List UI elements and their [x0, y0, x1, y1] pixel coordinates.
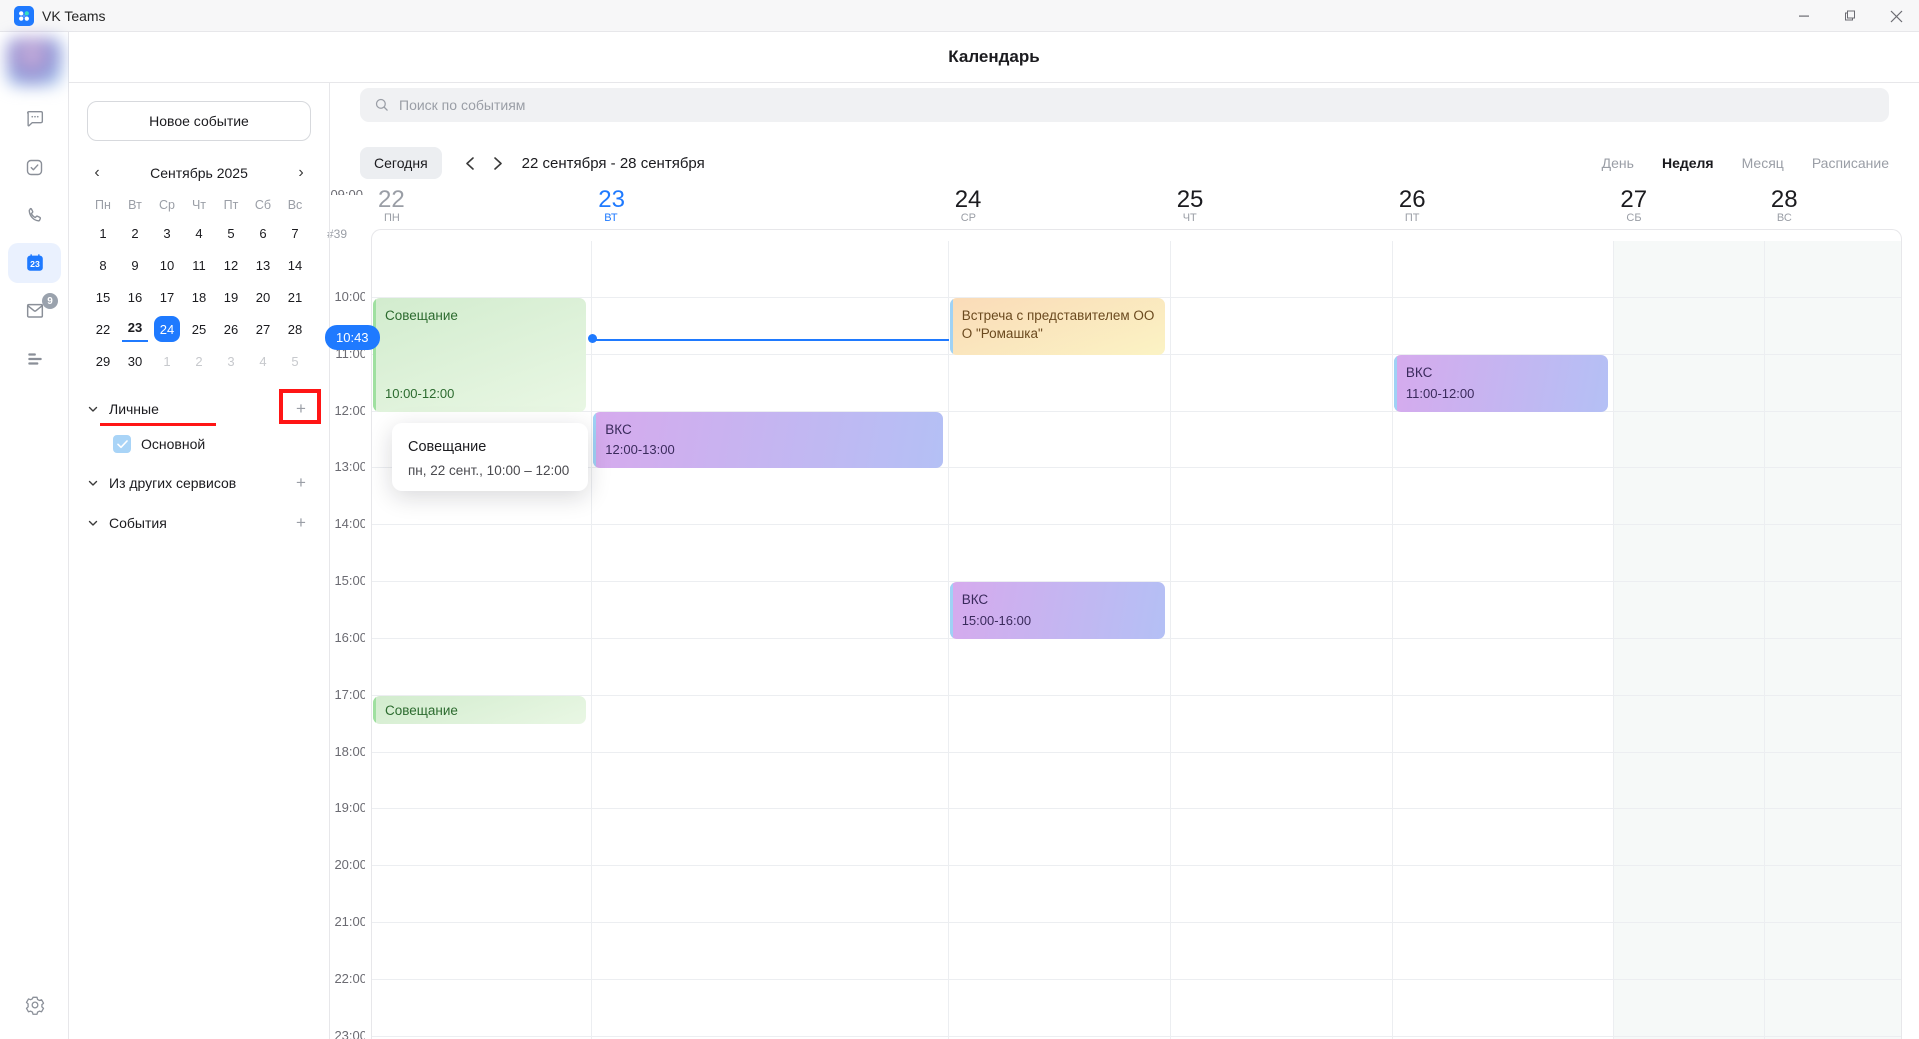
svg-text:23: 23: [30, 259, 40, 269]
